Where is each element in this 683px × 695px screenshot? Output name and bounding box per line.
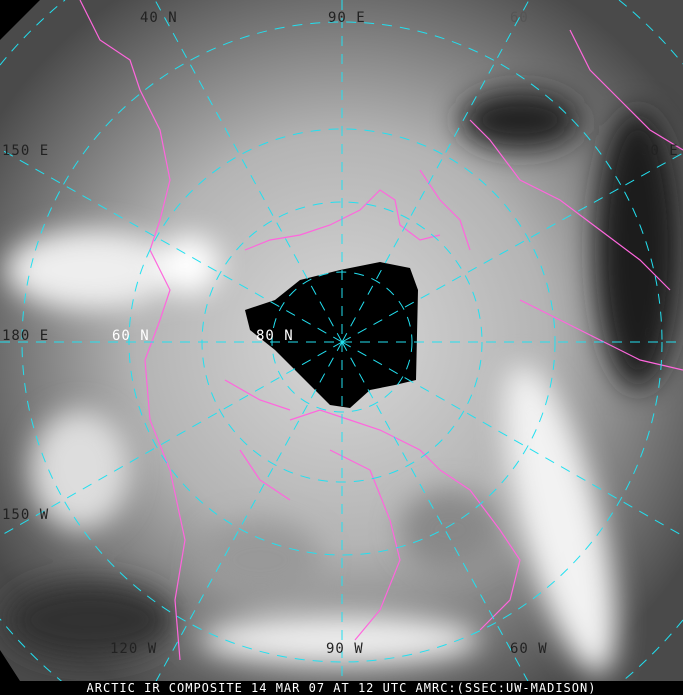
label-lon-150e: 150 E (2, 143, 50, 159)
label-lat-60n: 60 N (112, 328, 150, 344)
image-caption: ARCTIC IR COMPOSITE 14 MAR 07 AT 12 UTC … (0, 681, 683, 695)
label-lat-40n: 40 N (140, 10, 178, 26)
label-lat-80n: 80 N (256, 328, 294, 344)
label-lon-180: 180 E (2, 328, 50, 344)
label-lon-150w: 150 W (2, 507, 50, 523)
label-lon-30e: 30 E (641, 143, 679, 159)
label-lon-90w: 90 W (326, 641, 364, 657)
label-lon-0: 0 (644, 326, 654, 342)
cloud-field (5, 90, 681, 675)
label-lon-90e: 90 E (328, 10, 366, 26)
coastlines (79, 0, 683, 661)
label-lon-120w: 120 W (110, 641, 158, 657)
no-data-region (245, 262, 418, 408)
label-lon-60e: 60 (510, 10, 529, 26)
label-lon-60w: 60 W (510, 641, 548, 657)
